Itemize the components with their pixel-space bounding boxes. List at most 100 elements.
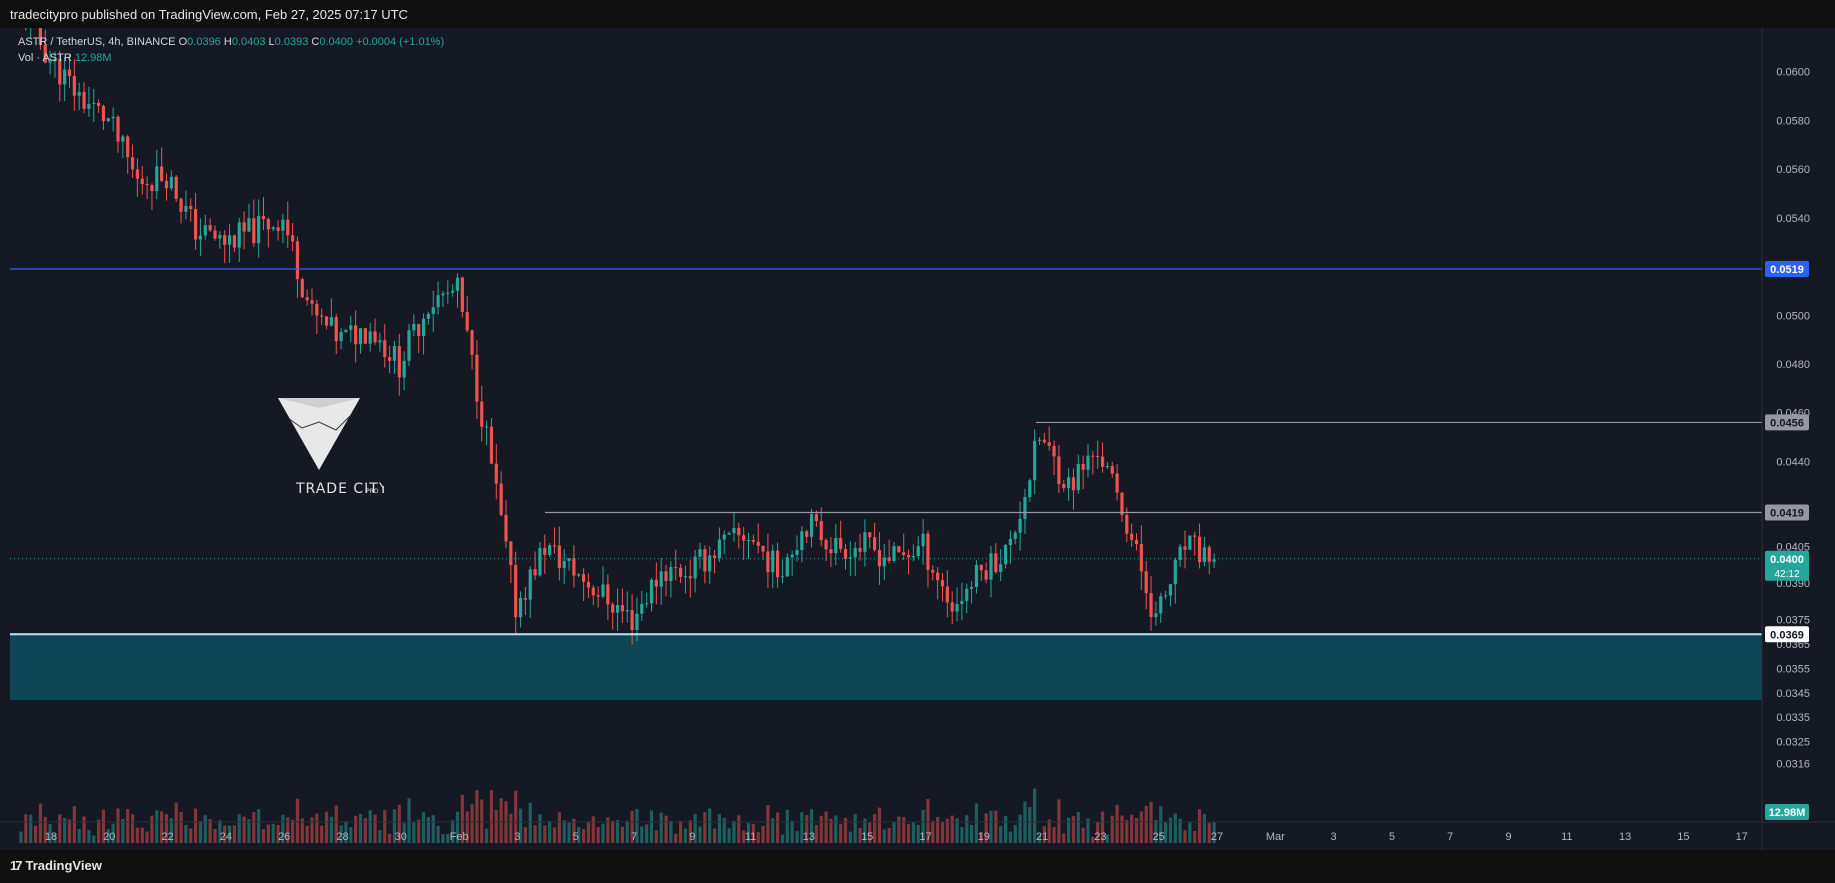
candle[interactable] (436, 281, 440, 315)
candle[interactable] (727, 531, 731, 535)
candle[interactable] (771, 544, 775, 589)
candle[interactable] (1159, 592, 1163, 623)
candle[interactable] (480, 385, 484, 442)
candle[interactable] (640, 590, 644, 621)
candle[interactable] (101, 104, 106, 130)
candle[interactable] (693, 549, 697, 593)
candle[interactable] (965, 583, 969, 614)
candle[interactable] (615, 588, 620, 631)
candle[interactable] (834, 523, 838, 566)
candle[interactable] (514, 551, 518, 635)
candle[interactable] (902, 533, 906, 561)
candle[interactable] (853, 542, 857, 576)
candle[interactable] (533, 551, 537, 580)
candle[interactable] (1003, 544, 1008, 569)
candle[interactable] (150, 183, 154, 210)
candle[interactable] (936, 566, 940, 600)
candle[interactable] (659, 557, 663, 605)
candle[interactable] (189, 198, 193, 222)
candle[interactable] (572, 545, 576, 588)
candle[interactable] (538, 541, 542, 577)
chart-panel[interactable]: 0.0600 0.0580 0.0560 0.0540 0.0500 0.0480 0.04… (0, 28, 1835, 850)
candle[interactable] (892, 541, 896, 563)
candle[interactable] (38, 28, 42, 50)
candle[interactable] (931, 565, 935, 581)
candle[interactable] (591, 584, 595, 606)
candle[interactable] (577, 573, 581, 578)
candle[interactable] (388, 345, 392, 374)
candle[interactable] (1188, 535, 1192, 550)
candle[interactable] (1144, 560, 1148, 610)
candle[interactable] (266, 217, 270, 248)
candle[interactable] (324, 315, 329, 330)
candle[interactable] (1207, 544, 1211, 575)
candle[interactable] (72, 58, 76, 111)
candle[interactable] (378, 332, 382, 352)
candle[interactable] (766, 533, 770, 588)
candle[interactable] (921, 519, 925, 565)
candle[interactable] (523, 586, 527, 616)
candle[interactable] (135, 158, 139, 197)
candle[interactable] (160, 147, 164, 183)
candle[interactable] (683, 565, 688, 594)
candle[interactable] (53, 51, 57, 78)
candle[interactable] (1018, 501, 1022, 551)
candle[interactable] (397, 333, 401, 396)
candle[interactable] (974, 560, 979, 594)
candle[interactable] (218, 231, 222, 249)
candle[interactable] (698, 542, 702, 569)
candle[interactable] (824, 538, 828, 562)
candle[interactable] (1110, 461, 1114, 478)
candle[interactable] (940, 573, 945, 602)
candle[interactable] (257, 199, 261, 258)
candle[interactable] (247, 203, 251, 233)
candle[interactable] (276, 220, 280, 241)
candle[interactable] (82, 82, 86, 114)
candle[interactable] (1062, 479, 1066, 492)
candle[interactable] (140, 165, 144, 195)
candle[interactable] (518, 591, 523, 628)
candle[interactable] (354, 310, 358, 363)
candle[interactable] (494, 444, 498, 500)
candle[interactable] (1052, 440, 1056, 476)
candle[interactable] (1197, 523, 1202, 569)
candle[interactable] (877, 532, 882, 585)
candle[interactable] (1091, 450, 1095, 475)
candle[interactable] (999, 549, 1003, 582)
candle[interactable] (1130, 523, 1134, 547)
candle[interactable] (431, 290, 435, 333)
candle[interactable] (717, 527, 721, 563)
candle[interactable] (1023, 488, 1027, 534)
candle[interactable] (126, 134, 130, 174)
candle[interactable] (601, 566, 605, 599)
candle[interactable] (611, 602, 615, 630)
volume-label[interactable]: Vol · ASTR (18, 52, 72, 64)
candle[interactable] (805, 529, 809, 543)
candle[interactable] (819, 507, 823, 547)
candle[interactable] (528, 566, 532, 618)
candle[interactable] (77, 82, 81, 111)
candle[interactable] (843, 543, 848, 570)
candle[interactable] (213, 225, 217, 241)
candle[interactable] (155, 149, 159, 200)
candle[interactable] (169, 170, 173, 192)
candle[interactable] (776, 542, 780, 588)
candle[interactable] (344, 329, 348, 333)
candle[interactable] (349, 315, 353, 343)
candle[interactable] (970, 580, 974, 604)
candle[interactable] (829, 536, 833, 568)
candle[interactable] (674, 549, 678, 581)
candle[interactable] (194, 192, 198, 250)
candle[interactable] (358, 327, 363, 354)
candle[interactable] (417, 323, 421, 353)
candle[interactable] (402, 351, 406, 391)
candle[interactable] (562, 549, 566, 585)
candle[interactable] (586, 573, 591, 598)
candle[interactable] (679, 564, 683, 584)
candle[interactable] (873, 522, 877, 552)
candle[interactable] (1154, 601, 1158, 626)
candle[interactable] (979, 564, 983, 581)
candle[interactable] (669, 561, 673, 598)
candle[interactable] (63, 57, 67, 102)
candle[interactable] (1047, 426, 1051, 451)
